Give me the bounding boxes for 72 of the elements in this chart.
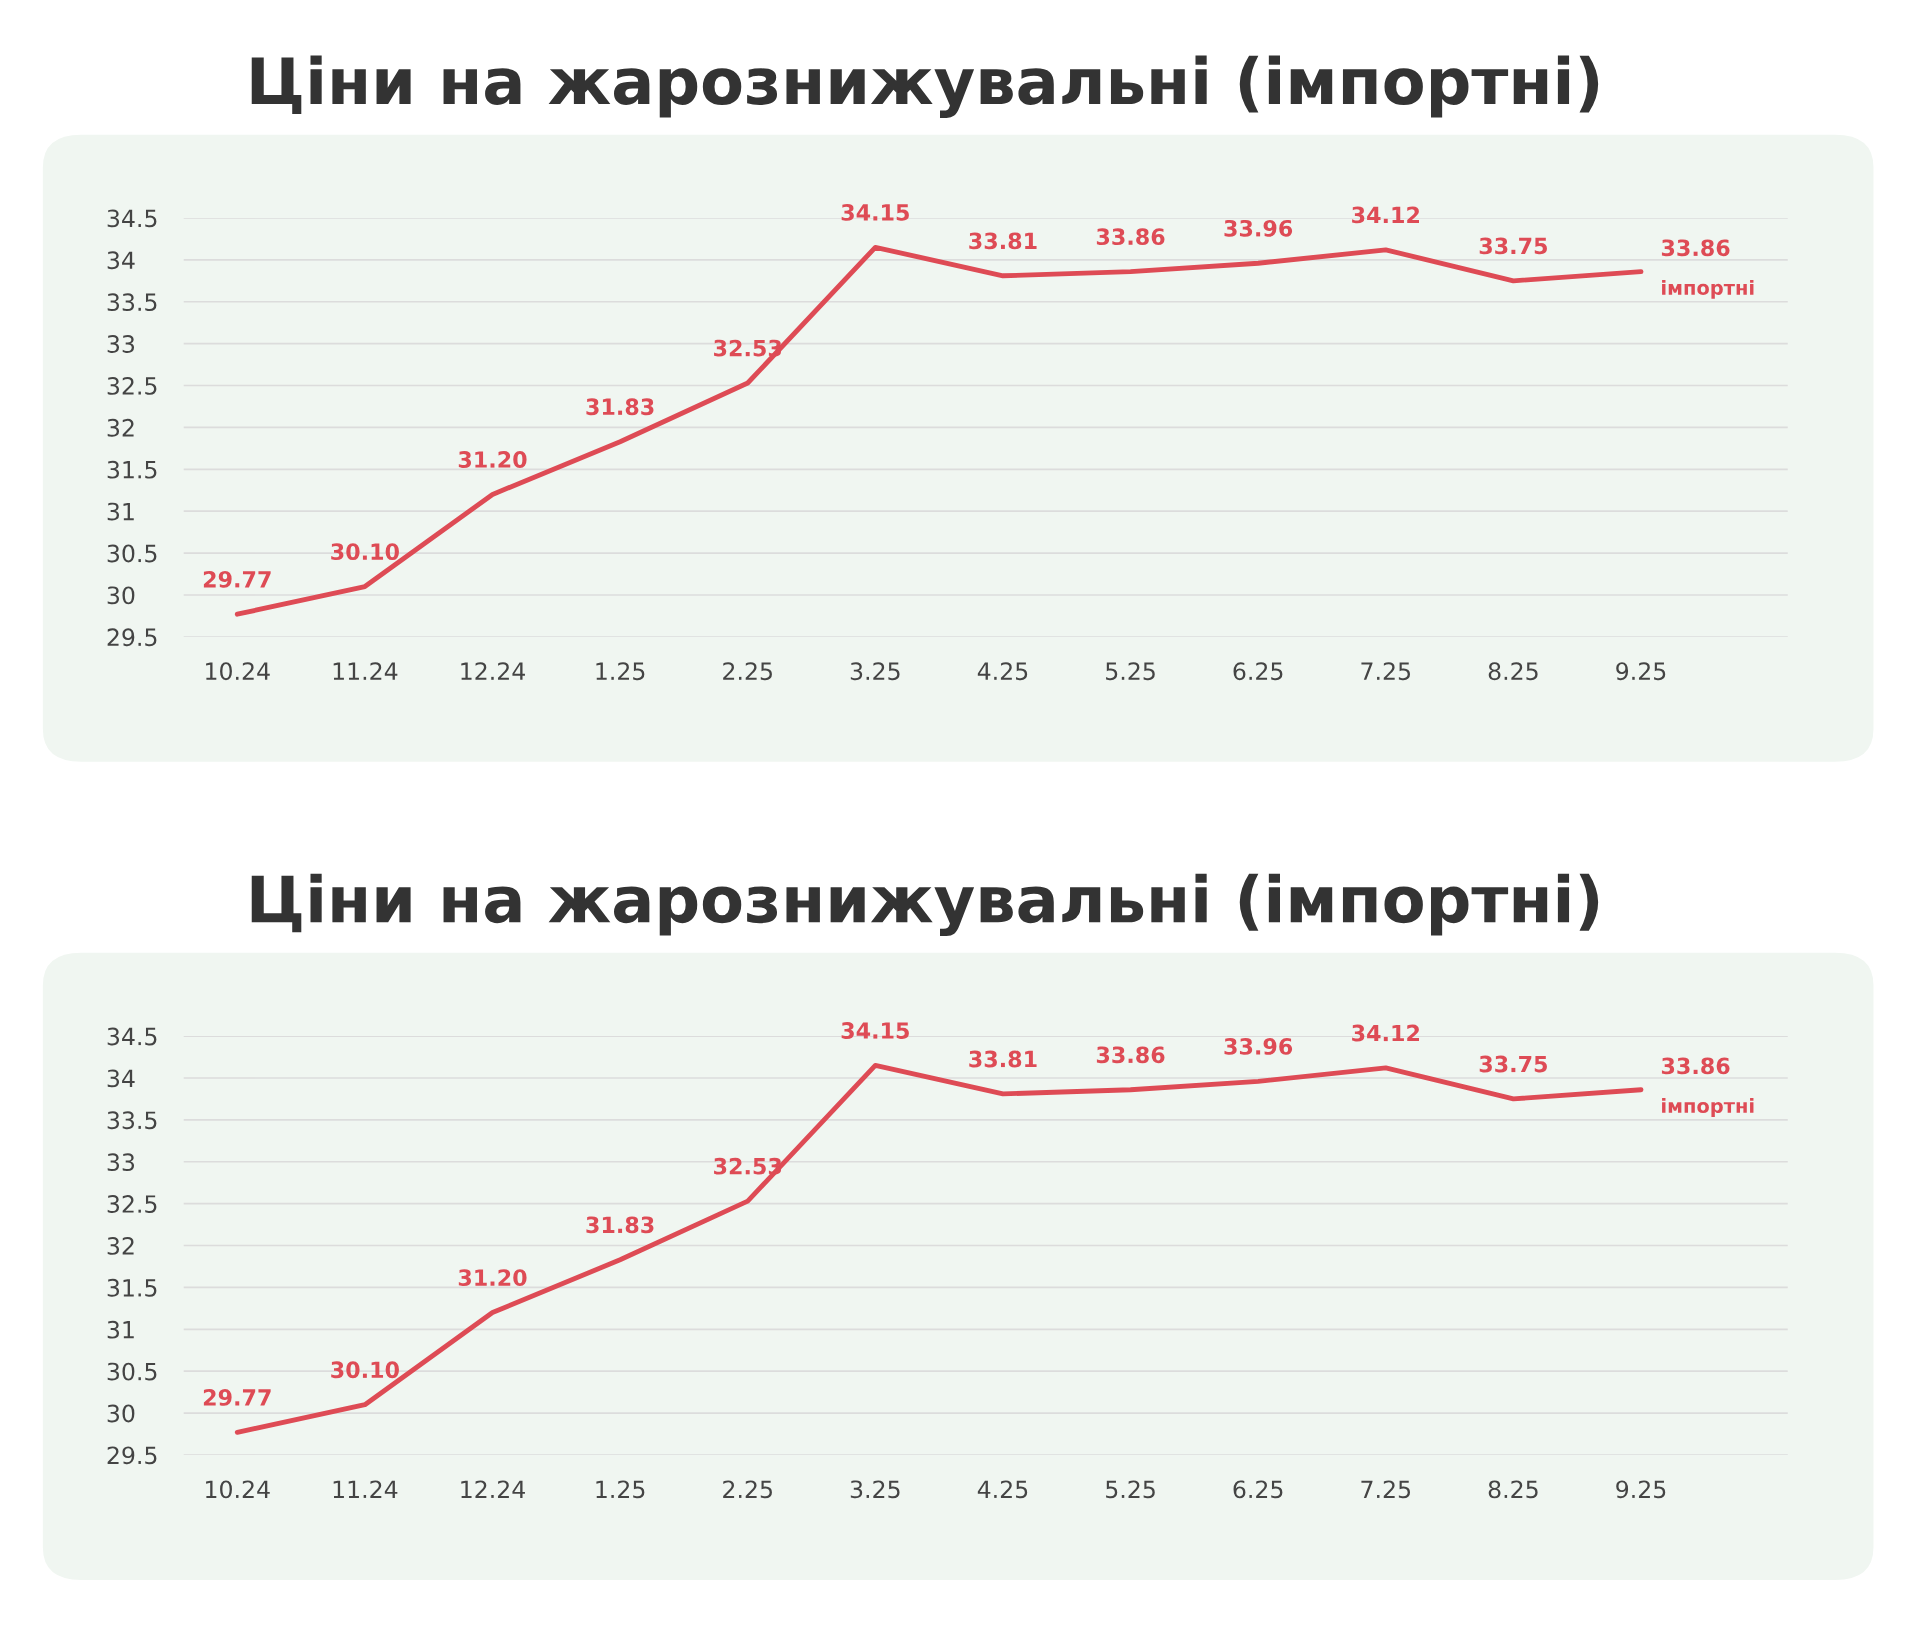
series-label: імпортні (1662, 1098, 1754, 1117)
x-tick-label: 5.25 (1106, 662, 1155, 681)
y-tick-label: 32.5 (107, 1195, 157, 1213)
x-tick-label: 2.25 (723, 662, 772, 681)
data-label: 33.81 (969, 232, 1037, 250)
x-tick-label: 12.24 (461, 1480, 525, 1498)
data-label: 33.86 (1661, 1057, 1730, 1075)
x-tick-label: 9.25 (1616, 662, 1666, 681)
x-tick-label: 3.25 (850, 1480, 900, 1499)
x-tick-label: 8.25 (1488, 1480, 1538, 1499)
x-tick-label: 8.25 (1488, 662, 1538, 681)
data-label: 33.75 (1479, 237, 1547, 255)
x-tick-label: 6.25 (1233, 662, 1283, 681)
data-label: 31.83 (586, 1216, 654, 1234)
chart-title: Ціни на жарознижувальні (імпортні) (251, 55, 1599, 118)
x-tick-label: 7.25 (1361, 662, 1410, 681)
x-tick-label: 6.25 (1233, 1480, 1283, 1499)
x-tick-label: 10.24 (206, 662, 270, 681)
data-label: 34.12 (1352, 1024, 1419, 1042)
data-label: 31.20 (458, 451, 527, 468)
data-label: 34.15 (841, 1022, 909, 1039)
x-tick-label: 4.25 (977, 1480, 1028, 1499)
y-tick-label: 33.5 (107, 293, 157, 312)
x-tick-label: 2.25 (723, 1480, 772, 1499)
y-tick-label: 31 (107, 1320, 134, 1339)
data-label: 33.86 (1096, 228, 1165, 246)
data-label: 31.83 (586, 398, 654, 416)
y-tick-label: 32.5 (107, 376, 157, 395)
data-label: 33.96 (1224, 1038, 1293, 1055)
data-label: 34.15 (841, 203, 909, 221)
data-label: 30.10 (331, 543, 399, 561)
x-tick-label: 12.24 (461, 662, 525, 680)
data-label: 33.86 (1661, 239, 1730, 257)
x-tick-label: 1.25 (596, 1480, 645, 1499)
y-tick-label: 33.5 (107, 1111, 157, 1130)
x-tick-label: 5.25 (1106, 1480, 1155, 1499)
y-tick-label: 31 (107, 502, 134, 521)
data-label: 30.10 (331, 1361, 399, 1379)
x-tick-label: 4.25 (977, 662, 1028, 681)
y-tick-label: 33 (107, 1153, 135, 1172)
data-label: 34.12 (1352, 206, 1419, 224)
y-tick-label: 31.5 (107, 460, 157, 479)
y-tick-label: 34 (107, 1069, 135, 1088)
y-tick-label: 30 (107, 586, 135, 605)
x-tick-label: 11.24 (333, 662, 398, 680)
data-label: 33.96 (1224, 219, 1293, 237)
x-tick-label: 10.24 (206, 1480, 270, 1499)
data-label: 31.20 (458, 1269, 527, 1287)
y-tick-label: 34 (107, 251, 135, 270)
data-label: 33.81 (969, 1050, 1037, 1068)
x-tick-label: 1.25 (596, 662, 645, 681)
data-label: 29.77 (203, 1389, 271, 1406)
series-label: імпортні (1662, 279, 1754, 299)
y-tick-label: 33 (107, 335, 135, 353)
y-tick-label: 34.5 (107, 1027, 157, 1046)
y-tick-label: 32 (107, 1236, 134, 1255)
y-tick-label: 34.5 (107, 209, 157, 228)
y-tick-label: 29.5 (107, 1446, 157, 1465)
data-label: 33.75 (1479, 1055, 1547, 1073)
y-tick-label: 30 (107, 1404, 135, 1423)
y-tick-label: 30.5 (107, 544, 157, 563)
x-tick-label: 11.24 (333, 1480, 398, 1498)
x-tick-label: 9.25 (1616, 1480, 1666, 1499)
x-tick-label: 3.25 (850, 662, 900, 681)
chart-title: Ціни на жарознижувальні (імпортні) (251, 873, 1599, 937)
data-label: 33.86 (1096, 1046, 1165, 1064)
data-label: 29.77 (203, 570, 271, 588)
y-tick-label: 29.5 (107, 628, 157, 647)
y-tick-label: 30.5 (107, 1362, 157, 1381)
x-tick-label: 7.25 (1361, 1480, 1410, 1499)
y-tick-label: 31.5 (107, 1278, 157, 1297)
y-tick-label: 32 (107, 418, 134, 437)
